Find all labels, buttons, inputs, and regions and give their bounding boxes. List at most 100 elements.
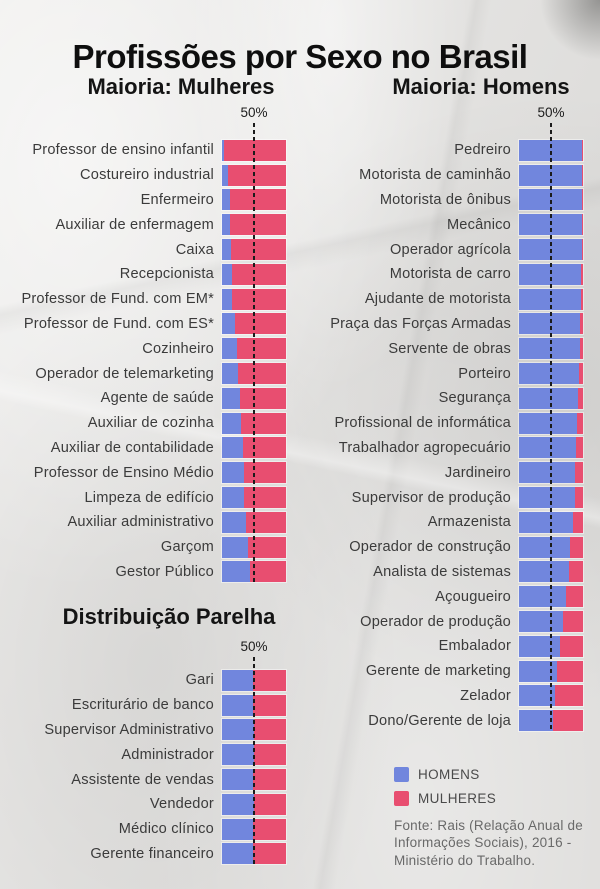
axis-tick-50pct-women: 50% — [240, 105, 268, 120]
chart-row: Operador de construção — [300, 535, 584, 560]
row-label: Trabalhador agropecuário — [338, 439, 511, 456]
bar-mulheres-segment — [253, 818, 286, 840]
chart-row: Porteiro — [300, 361, 584, 386]
chart-row: Profissional de informática — [300, 411, 584, 436]
row-label: Auxiliar administrativo — [67, 514, 214, 531]
bar-mulheres-segment — [231, 263, 286, 285]
chart-row: Professor de Fund. com ES* — [4, 312, 286, 337]
bar-mulheres-segment — [241, 412, 286, 434]
chart-row: Supervisor Administrativo — [4, 718, 286, 743]
row-label: Profissional de informática — [334, 415, 511, 432]
bar-homens-segment — [519, 313, 581, 335]
stacked-bar — [222, 744, 286, 766]
row-label: Praça das Forças Armadas — [330, 315, 511, 332]
row-label: Zelador — [460, 687, 511, 704]
bar-mulheres-segment — [576, 412, 583, 434]
bar-mulheres-segment — [254, 793, 286, 815]
legend-swatch-homens — [394, 766, 409, 782]
bar-homens-segment — [222, 669, 254, 691]
row-label: Servente de obras — [388, 340, 511, 357]
bar-homens-segment — [222, 288, 233, 310]
bar-homens-segment — [222, 818, 254, 840]
stacked-bar — [519, 685, 583, 707]
section-title-maioria-mulheres: Maioria: Mulheres — [87, 74, 275, 99]
chart-row: Médico clínico — [4, 817, 286, 842]
row-label: Operador de telemarketing — [35, 365, 214, 382]
bar-homens-segment — [519, 363, 580, 385]
row-label: Garçom — [160, 539, 214, 556]
row-label: Operador de produção — [360, 613, 511, 630]
row-label: Costureiro industrial — [80, 167, 214, 184]
chart-row: Zelador — [300, 684, 584, 709]
bar-mulheres-segment — [230, 239, 286, 261]
reference-line-50pct-women — [253, 123, 255, 582]
stacked-bar — [222, 363, 286, 385]
stacked-bar — [519, 462, 583, 484]
stacked-bar — [519, 586, 583, 608]
bar-group-maioria-homens: Pedreiro Motorista de caminhão Motorista d… — [300, 138, 584, 733]
bar-mulheres-segment — [554, 685, 583, 707]
bar-mulheres-segment — [245, 511, 286, 533]
bar-homens-segment — [222, 694, 254, 716]
bar-mulheres-segment — [582, 164, 583, 186]
bar-mulheres-segment — [570, 536, 583, 558]
stacked-bar — [222, 793, 286, 815]
bar-mulheres-segment — [581, 214, 583, 236]
stacked-bar — [222, 288, 286, 310]
axis-tick-50pct-men: 50% — [537, 105, 565, 120]
bar-mulheres-segment — [253, 669, 286, 691]
bar-mulheres-segment — [559, 635, 583, 657]
chart-row: Jardineiro — [300, 460, 584, 485]
bar-homens-segment — [519, 611, 563, 633]
legend: HOMENS MULHERES — [394, 762, 496, 810]
bar-mulheres-segment — [253, 694, 286, 716]
stacked-bar — [519, 561, 583, 583]
chart-row: Supervisor de produção — [300, 485, 584, 510]
bar-mulheres-segment — [254, 744, 286, 766]
row-label: Operador de construção — [349, 539, 511, 556]
bar-homens-segment — [222, 263, 232, 285]
row-label: Gerente de marketing — [365, 663, 511, 680]
stacked-bar — [222, 189, 286, 211]
stacked-bar — [222, 338, 286, 360]
bar-homens-segment — [519, 660, 558, 682]
stacked-bar — [519, 660, 583, 682]
bar-mulheres-segment — [244, 462, 286, 484]
row-label: Mecânico — [446, 216, 511, 233]
row-label: Agente de saúde — [100, 390, 214, 407]
reference-line-50pct-men — [550, 123, 552, 731]
legend-item-homens: HOMENS — [394, 762, 496, 786]
row-label: Médico clínico — [118, 821, 214, 838]
bar-homens-segment — [222, 843, 254, 865]
stacked-bar — [519, 536, 583, 558]
chart-row: Professor de Ensino Médio — [4, 460, 286, 485]
bar-homens-segment — [222, 437, 244, 459]
row-label: Supervisor Administrativo — [44, 721, 214, 738]
bar-mulheres-segment — [249, 561, 286, 583]
bar-homens-segment — [222, 793, 254, 815]
chart-row: Segurança — [300, 386, 584, 411]
bar-mulheres-segment — [575, 462, 583, 484]
chart-row: Açougueiro — [300, 584, 584, 609]
chart-row: Operador de produção — [300, 609, 584, 634]
bar-mulheres-segment — [575, 437, 583, 459]
chart-row: Gari — [4, 668, 286, 693]
row-label: Professor de Ensino Médio — [33, 464, 214, 481]
bar-mulheres-segment — [243, 437, 286, 459]
bar-mulheres-segment — [579, 363, 583, 385]
bar-mulheres-segment — [228, 164, 286, 186]
row-label: Administrador — [121, 746, 214, 763]
bar-mulheres-segment — [239, 387, 286, 409]
bar-homens-segment — [222, 744, 254, 766]
chart-row: Motorista de carro — [300, 262, 584, 287]
bar-mulheres-segment — [582, 189, 583, 211]
chart-row: Limpeza de edifício — [4, 485, 286, 510]
bar-homens-segment — [222, 313, 236, 335]
bar-mulheres-segment — [573, 511, 583, 533]
row-label: Operador agrícola — [389, 241, 511, 258]
bar-mulheres-segment — [253, 843, 286, 865]
page-title: Profissões por Sexo no Brasil — [72, 38, 528, 76]
bar-mulheres-segment — [237, 338, 286, 360]
stacked-bar — [222, 313, 286, 335]
bar-homens-segment — [519, 511, 574, 533]
